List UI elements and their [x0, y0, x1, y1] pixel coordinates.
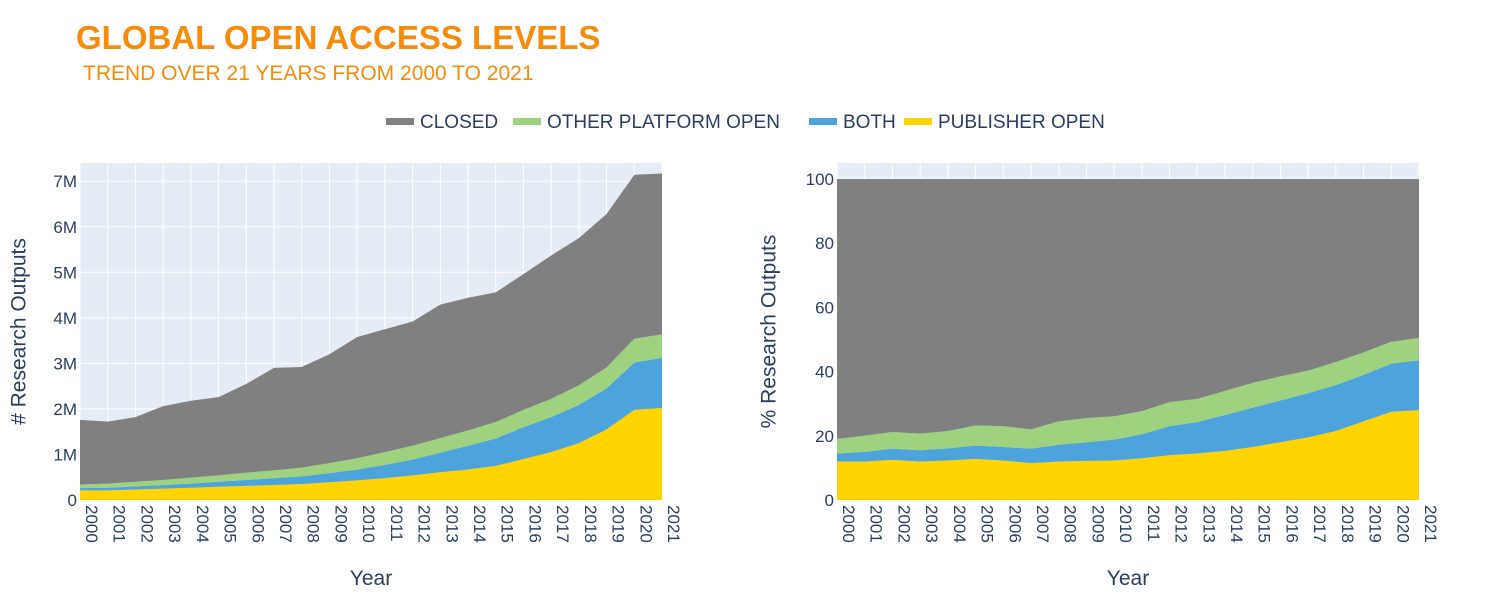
- area-series-closed: [837, 179, 1419, 440]
- y-tick-label: 100: [806, 170, 834, 189]
- legend-label-closed: CLOSED: [420, 112, 498, 133]
- stacked-areas: [80, 173, 662, 500]
- plot-background: [837, 163, 1419, 500]
- y-tick-labels: 0 1M 2M 3M 4M 5M 6M 7M: [53, 172, 77, 510]
- y-tick-label: 80: [815, 234, 834, 253]
- x-tick-label: 2007: [276, 505, 295, 543]
- x-tick-label: 2007: [1033, 505, 1052, 543]
- x-tick-label: 2002: [894, 505, 913, 543]
- legend-swatch-both: [809, 118, 837, 125]
- x-tick-label: 2008: [1061, 505, 1080, 543]
- x-tick-label: 2016: [525, 505, 544, 543]
- y-axis-title: # Research Outputs: [8, 238, 31, 425]
- y-tick-label: 5M: [53, 263, 77, 282]
- x-tick-label: 2017: [1310, 505, 1329, 543]
- x-tick-label: 2016: [1282, 505, 1301, 543]
- x-tick-label: 2001: [867, 505, 886, 543]
- y-tick-labels: 0 20 40 60 80 100: [806, 170, 834, 510]
- legend-item-other_platform_open[interactable]: OTHER PLATFORM OPEN: [513, 112, 780, 133]
- y-tick-label: 4M: [53, 309, 77, 328]
- x-tick-label: 2003: [165, 505, 184, 543]
- gridlines: [79, 163, 663, 501]
- y-axis-title: % Research Outputs: [758, 235, 781, 429]
- x-tick-label: 2005: [978, 505, 997, 543]
- x-tick-label: 2013: [1199, 505, 1218, 543]
- x-tick-label: 2000: [839, 505, 858, 543]
- x-tick-label: 2018: [1338, 505, 1357, 543]
- legend-label-other_platform_open: OTHER PLATFORM OPEN: [547, 112, 780, 133]
- area-series-closed: [80, 173, 662, 485]
- y-tick-label: 0: [68, 491, 77, 510]
- x-tick-label: 2005: [221, 505, 240, 543]
- x-tick-label: 2014: [1227, 505, 1246, 543]
- x-axis-title: Year: [1107, 567, 1149, 590]
- legend-item-closed[interactable]: CLOSED: [386, 112, 498, 133]
- x-axis-title: Year: [350, 567, 392, 590]
- x-tick-label: 2021: [664, 505, 683, 543]
- x-tick-label: 2019: [1366, 505, 1385, 543]
- x-tick-label: 2012: [415, 505, 434, 543]
- y-tick-label: 60: [815, 298, 834, 317]
- plot-background: [80, 163, 662, 500]
- x-tick-label: 2010: [359, 505, 378, 543]
- x-tick-label: 2010: [1116, 505, 1135, 543]
- area-series-both: [837, 360, 1419, 464]
- x-tick-label: 2004: [193, 505, 212, 543]
- y-tick-label: 1M: [53, 445, 77, 464]
- legend-swatch-other_platform_open: [513, 118, 541, 125]
- x-tick-label: 2015: [498, 505, 517, 543]
- legend-item-publisher_open[interactable]: PUBLISHER OPEN: [904, 112, 1105, 133]
- chart-subtitle: TREND OVER 21 YEARS FROM 2000 TO 2021: [83, 62, 534, 85]
- legend: CLOSED OTHER PLATFORM OPEN BOTH PUBLISHER O…: [386, 112, 1105, 133]
- x-tick-label: 2015: [1255, 505, 1274, 543]
- x-tick-label: 2014: [470, 505, 489, 543]
- x-tick-label: 2021: [1421, 505, 1440, 543]
- area-series-other_platform_open: [837, 337, 1419, 454]
- y-tick-label: 2M: [53, 400, 77, 419]
- x-tick-label: 2017: [553, 505, 572, 543]
- y-tick-label: 20: [815, 427, 834, 446]
- x-tick-label: 2009: [331, 505, 350, 543]
- x-tick-label: 2001: [110, 505, 129, 543]
- area-series-both: [80, 357, 662, 491]
- x-tick-label: 2020: [636, 505, 655, 543]
- y-tick-label: 7M: [53, 172, 77, 191]
- y-tick-label: 3M: [53, 354, 77, 373]
- x-tick-label: 2003: [922, 505, 941, 543]
- legend-item-both[interactable]: BOTH: [809, 112, 896, 133]
- area-series-publisher_open: [837, 410, 1419, 500]
- x-tick-label: 2008: [304, 505, 323, 543]
- area-series-publisher_open: [80, 408, 662, 500]
- percentage-chart: 0 20 40 60 80 100 2000 2001 2002 2003 2004 2005 2006…: [758, 163, 1440, 590]
- x-tick-labels: 2000 2001 2002 2003 2004 2005 2006 2007 2008 2009…: [82, 505, 683, 543]
- chart-title: GLOBAL OPEN ACCESS LEVELS: [76, 19, 601, 56]
- y-tick-label: 40: [815, 363, 834, 382]
- y-tick-label: 0: [825, 491, 834, 510]
- x-tick-label: 2018: [581, 505, 600, 543]
- x-tick-label: 2004: [950, 505, 969, 543]
- x-tick-label: 2009: [1088, 505, 1107, 543]
- legend-label-both: BOTH: [843, 112, 896, 133]
- x-tick-label: 2002: [137, 505, 156, 543]
- y-tick-label: 6M: [53, 218, 77, 237]
- x-tick-label: 2011: [1144, 505, 1163, 542]
- legend-swatch-closed: [386, 118, 414, 125]
- x-tick-label: 2020: [1393, 505, 1412, 543]
- legend-swatch-publisher_open: [904, 118, 932, 125]
- x-tick-label: 2006: [248, 505, 267, 543]
- x-tick-label: 2000: [82, 505, 101, 543]
- x-tick-label: 2012: [1172, 505, 1191, 543]
- x-tick-label: 2011: [387, 505, 406, 542]
- gridlines: [836, 163, 1420, 501]
- legend-label-publisher_open: PUBLISHER OPEN: [938, 112, 1105, 133]
- stacked-areas: [837, 179, 1419, 500]
- area-series-other_platform_open: [80, 334, 662, 489]
- x-tick-label: 2006: [1005, 505, 1024, 543]
- x-tick-label: 2013: [442, 505, 461, 543]
- x-tick-label: 2019: [609, 505, 628, 543]
- x-tick-labels: 2000 2001 2002 2003 2004 2005 2006 2007 2008 2009…: [839, 505, 1440, 543]
